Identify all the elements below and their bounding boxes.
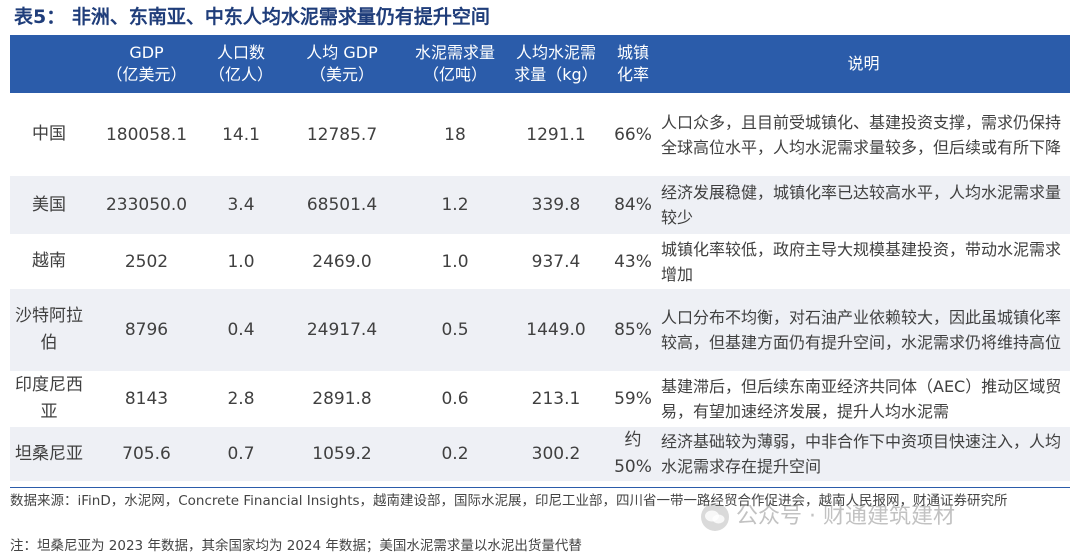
table-bottom-rule — [10, 487, 1070, 488]
table-title: 表5： 非洲、东南亚、中东人均水泥需求量仍有提升空间 — [14, 6, 490, 28]
cell-note: 基建滞后，但后续东南亚经济共同体（AEC）推动区域贸易，有望加速经济发展，提升人… — [657, 371, 1070, 427]
cell-population: 0.7 — [205, 427, 277, 481]
cell-cement-per-capita: 1449.0 — [503, 289, 609, 371]
cell-gdp: 705.6 — [88, 427, 205, 481]
header-note: 说明 — [657, 35, 1070, 93]
cell-gdp: 8796 — [88, 289, 205, 371]
cell-country: 沙特阿拉伯 — [10, 289, 88, 371]
cell-gdp: 233050.0 — [88, 176, 205, 234]
cell-cement-demand: 0.5 — [407, 289, 503, 371]
header-cement-per-capita: 人均水泥需 求量（kg） — [503, 35, 609, 93]
data-table: GDP （亿美元） 人口数 （亿人） 人均 GDP （美元） 水泥需求量 （亿吨） 人均… — [10, 35, 1070, 481]
table-row: 沙特阿拉伯 8796 0.4 24917.4 0.5 1449.0 85% 人口… — [10, 289, 1070, 371]
wechat-icon — [701, 503, 729, 531]
cell-cement-per-capita: 339.8 — [503, 176, 609, 234]
cell-note: 经济基础较为薄弱，中非合作下中资项目快速注入，人均水泥需求存在提升空间 — [657, 427, 1070, 481]
cell-gdp-per-capita: 68501.4 — [277, 176, 407, 234]
cell-country: 坦桑尼亚 — [10, 427, 88, 481]
cell-gdp-per-capita: 1059.2 — [277, 427, 407, 481]
cell-population: 14.1 — [205, 93, 277, 176]
header-row: GDP （亿美元） 人口数 （亿人） 人均 GDP （美元） 水泥需求量 （亿吨） 人均… — [10, 35, 1070, 93]
cell-note: 人口分布不均衡，对石油产业依赖较大，因此虽城镇化率较高，但基建方面仍有提升空间，… — [657, 289, 1070, 371]
cell-cement-per-capita: 1291.1 — [503, 93, 609, 176]
header-cement-demand: 水泥需求量 （亿吨） — [407, 35, 503, 93]
table-row: 中国 180058.1 14.1 12785.7 18 1291.1 66% 人… — [10, 93, 1070, 176]
header-gdp-per-capita: 人均 GDP （美元） — [277, 35, 407, 93]
cell-gdp-per-capita: 2891.8 — [277, 371, 407, 427]
header-gdp: GDP （亿美元） — [88, 35, 205, 93]
cell-cement-per-capita: 300.2 — [503, 427, 609, 481]
cell-country: 越南 — [10, 234, 88, 289]
cell-cement-per-capita: 213.1 — [503, 371, 609, 427]
cell-population: 0.4 — [205, 289, 277, 371]
table-row: 越南 2502 1.0 2469.0 1.0 937.4 43% 城镇化率较低，… — [10, 234, 1070, 289]
cell-cement-demand: 0.6 — [407, 371, 503, 427]
cell-urbanization: 59% — [609, 371, 657, 427]
cell-gdp: 8143 — [88, 371, 205, 427]
cell-gdp-per-capita: 2469.0 — [277, 234, 407, 289]
footnote: 注：坦桑尼亚为 2023 年数据，其余国家均为 2024 年数据；美国水泥需求量… — [10, 538, 582, 554]
header-population: 人口数 （亿人） — [205, 35, 277, 93]
cell-gdp: 2502 — [88, 234, 205, 289]
cell-cement-demand: 1.0 — [407, 234, 503, 289]
cell-note: 城镇化率较低，政府主导大规模基建投资，带动水泥需求增加 — [657, 234, 1070, 289]
cell-cement-demand: 18 — [407, 93, 503, 176]
data-source: 数据来源：iFinD，水泥网，Concrete Financial Insigh… — [10, 493, 1008, 509]
cell-country: 美国 — [10, 176, 88, 234]
cell-urbanization: 约 50% — [609, 427, 657, 481]
cell-country: 印度尼西亚 — [10, 371, 88, 427]
cell-country: 中国 — [10, 93, 88, 176]
cell-note: 经济发展稳健，城镇化率已达较高水平，人均水泥需求量较少 — [657, 176, 1070, 234]
cell-urbanization: 66% — [609, 93, 657, 176]
cell-urbanization: 84% — [609, 176, 657, 234]
cell-cement-demand: 0.2 — [407, 427, 503, 481]
cell-population: 3.4 — [205, 176, 277, 234]
watermark: 公众号 · 财通建筑建材 — [700, 500, 955, 534]
cell-gdp-per-capita: 24917.4 — [277, 289, 407, 371]
cell-gdp: 180058.1 — [88, 93, 205, 176]
watermark-text: 公众号 · 财通建筑建材 — [736, 504, 955, 529]
cell-urbanization: 43% — [609, 234, 657, 289]
cell-cement-per-capita: 937.4 — [503, 234, 609, 289]
cell-cement-demand: 1.2 — [407, 176, 503, 234]
table-row: 美国 233050.0 3.4 68501.4 1.2 339.8 84% 经济… — [10, 176, 1070, 234]
cell-population: 2.8 — [205, 371, 277, 427]
header-urbanization: 城镇 化率 — [609, 35, 657, 93]
table-row: 坦桑尼亚 705.6 0.7 1059.2 0.2 300.2 约 50% 经济… — [10, 427, 1070, 481]
cell-urbanization: 85% — [609, 289, 657, 371]
table-row: 印度尼西亚 8143 2.8 2891.8 0.6 213.1 59% 基建滞后… — [10, 371, 1070, 427]
cell-gdp-per-capita: 12785.7 — [277, 93, 407, 176]
cell-population: 1.0 — [205, 234, 277, 289]
header-country — [10, 35, 88, 93]
cell-note: 人口众多，且目前受城镇化、基建投资支撑，需求仍保持全球高位水平，人均水泥需求量较… — [657, 93, 1070, 176]
